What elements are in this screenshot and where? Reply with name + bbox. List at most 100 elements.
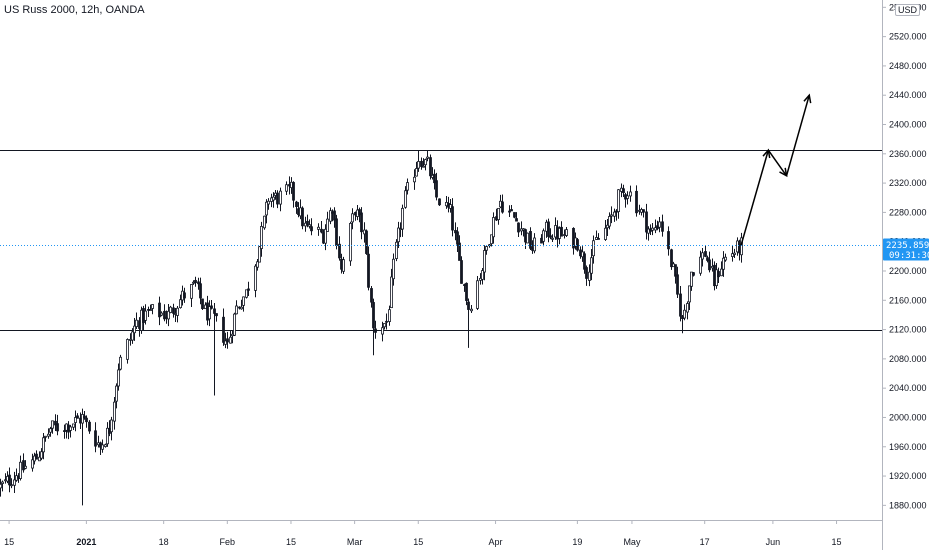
price-tick-label: 2360.000 [889,149,927,159]
candle-down [194,279,197,284]
candle-down [301,207,304,227]
candle-up [113,401,116,422]
candle-up [415,168,418,177]
candle-down [370,288,373,303]
candle-up [169,306,172,313]
price-tick-label: 2200.000 [889,266,927,276]
candle-up [651,227,654,231]
candle-down [358,209,361,216]
candle-up [151,304,154,309]
candle-up [424,159,427,166]
candle-down [667,231,670,250]
candle-down [433,173,436,184]
projection-arrow[interactable] [740,93,812,246]
candle-down [85,417,88,423]
candle-down [199,283,202,299]
time-axis[interactable]: 15 2021 18 Feb 15 Mar 15 Apr 19 May 17 Jun 15 [4,520,842,547]
candle-up [106,427,109,445]
candle-up [470,308,473,312]
candle-up [606,224,609,229]
candle-up [688,285,691,303]
candle-down [183,292,186,299]
candle-up [485,246,488,251]
candle-down [549,235,552,238]
candle-up [720,268,723,277]
candle-down [76,415,79,419]
candle-down [22,460,25,471]
candle-down [172,307,175,314]
price-tick-label: 2040.000 [889,383,927,393]
candle-down [460,260,463,284]
candle-down [372,302,375,329]
candle-up [115,385,118,402]
projection-segment[interactable] [785,95,810,176]
candle-up [19,461,22,479]
price-tag-value: 2235.859 [886,241,929,251]
candle-down [56,423,59,432]
candle-up [701,252,704,260]
time-tick-label: Apr [489,537,503,547]
candle-up [42,437,45,453]
projection-segment[interactable] [767,149,788,177]
candle-down [458,242,461,261]
candle-down [310,226,313,232]
candle-down [676,274,679,295]
chart-title: US Russ 2000, 12h, OANDA [4,4,145,16]
candle-up [40,451,43,459]
candle-down [94,430,97,447]
candle-up [254,265,257,291]
candle-up [49,428,52,433]
candle-up [617,189,620,212]
support-resistance-lines[interactable] [0,150,882,331]
candle-down [576,239,579,251]
candle-up [308,224,311,227]
candle-down [465,282,468,301]
candle-up [658,221,661,228]
candle-up [24,465,27,469]
candle-up [245,289,248,298]
candle-up [592,240,595,257]
candle-up [51,420,54,429]
candle-down [35,453,38,460]
candle-up [490,234,493,245]
candle-up [224,340,227,345]
candle-up [235,305,238,315]
candle-down [708,259,711,271]
candle-down [201,298,204,309]
candle-up [38,456,41,462]
candle-up [133,325,136,334]
candle-up [233,313,236,336]
candle-up [497,207,500,221]
candle-up [349,222,352,262]
candle-down [365,230,368,254]
projection-segment[interactable] [740,149,770,246]
candle-up [626,195,629,199]
candle-down [292,182,295,201]
candle-up [526,232,529,244]
candle-up [413,176,416,183]
price-tick-label: 1880.000 [889,500,927,510]
time-tick-label: 18 [159,537,169,547]
candle-down [622,188,625,194]
candle-down [276,192,279,205]
candle-down [429,157,432,177]
currency-label[interactable]: USD [895,4,921,16]
time-tick-label: 15 [4,537,14,547]
candle-up [104,444,107,447]
candle-down [54,420,57,426]
candle-up [613,211,616,217]
candle-up [272,196,275,201]
candle-up [533,237,536,252]
candle-down [83,415,86,419]
candle-down [692,272,695,276]
price-tick-label: 2320.000 [889,178,927,188]
current-price-tag: 2235.859 09:31:30 [883,238,932,261]
candle-up [608,216,611,227]
time-tick-label: Jun [766,537,781,547]
candle-up [590,257,593,274]
candle-up [229,336,232,344]
candle-up [258,246,261,263]
candle-down [163,310,166,320]
